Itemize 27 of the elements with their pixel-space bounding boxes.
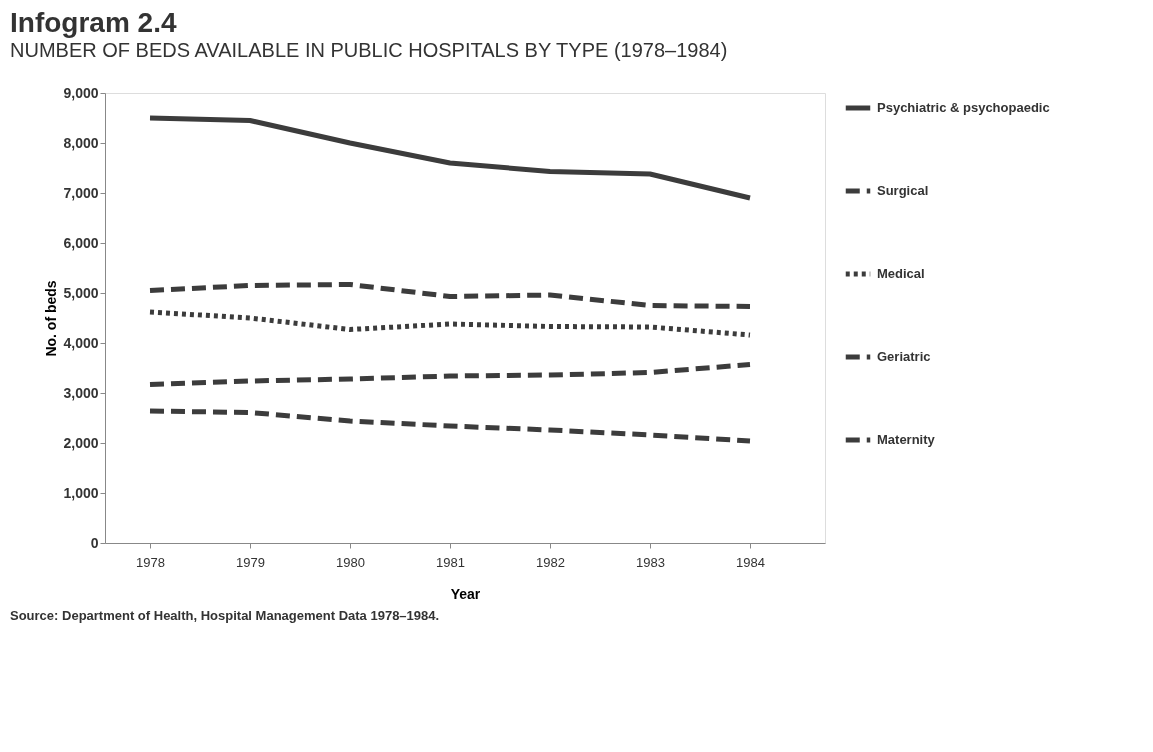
x-tick-label: 1980 [336,554,365,570]
x-tick-label: 1979 [236,554,265,570]
legend-label: Surgical [877,183,929,198]
x-tick-label: 1978 [136,554,165,570]
source-note: Source: Department of Health, Hospital Management Data 1978–1984. [10,608,440,623]
x-tick-label: 1982 [536,554,565,570]
x-tick-label: 1981 [436,554,465,570]
y-tick-label: 4,000 [63,334,99,351]
x-tick-label: 1983 [636,554,665,570]
y-tick-label: 1,000 [63,484,99,501]
legend-label: Medical [877,266,925,281]
legend-label: Geriatric [877,349,931,364]
chart-title: Infogram 2.4 [10,7,177,38]
legend-label: Maternity [877,432,936,447]
x-tick-label: 1984 [736,554,765,570]
y-tick-label: 2,000 [63,434,99,451]
y-tick-label: 3,000 [63,384,99,401]
chart-subtitle: NUMBER OF BEDS AVAILABLE IN PUBLIC HOSPITALS BY TYPE (1978–1984) [10,39,728,61]
y-tick-label: 5,000 [63,284,99,301]
legend-label: Psychiatric & psychopaedic [877,100,1050,115]
x-axis-title: Year [450,585,481,602]
y-tick-label: 7,000 [63,184,99,201]
y-tick-label: 8,000 [63,134,99,151]
y-tick-label: 6,000 [63,234,99,251]
y-tick-label: 9,000 [63,84,99,101]
y-tick-label: 0 [90,534,99,551]
y-axis-title: No. of beds [43,280,60,357]
